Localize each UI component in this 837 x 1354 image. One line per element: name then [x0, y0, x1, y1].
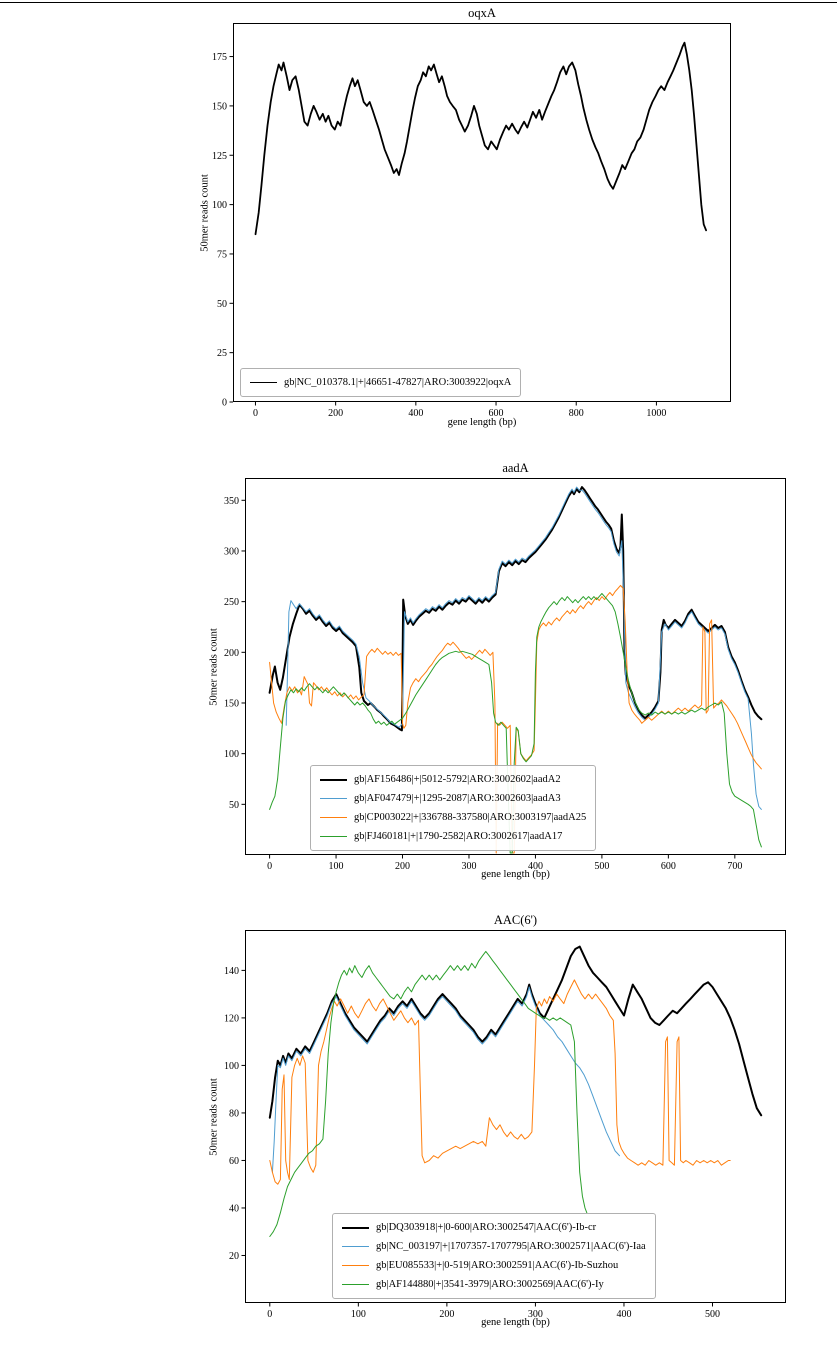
legend-label: gb|EU085533|+|0-519|ARO:3002591|AAC(6')-… [376, 1260, 619, 1271]
plot-frame [245, 478, 786, 855]
y-tick-label: 25 [217, 348, 227, 359]
legend-label: gb|AF047479|+|1295-2087|ARO:3002603|aadA… [354, 793, 561, 804]
x-tick-label: 200 [439, 1309, 454, 1320]
y-tick-label: 40 [229, 1203, 239, 1214]
x-tick-label: 600 [489, 408, 504, 419]
series-line-aadA3 [285, 486, 762, 810]
legend-label: gb|NC_003197|+|1707357-1707795|ARO:30025… [376, 1241, 646, 1252]
y-tick-label: 100 [212, 200, 227, 211]
legend-entry: gb|AF144880|+|3541-3979|ARO:3002569|AAC(… [342, 1275, 646, 1294]
legend-label: gb|CP003022|+|336788-337580|ARO:3003197|… [354, 812, 587, 823]
x-tick-label: 800 [569, 408, 584, 419]
legend-0: gb|NC_010378.1|+|46651-47827|ARO:3003922… [240, 368, 522, 397]
y-tick-label: 60 [229, 1156, 239, 1167]
y-axis-label-2: 50mer reads count [208, 628, 220, 706]
x-tick-label: 100 [329, 861, 344, 872]
series-line-aadA17 [269, 593, 762, 854]
series-line-oqxA [254, 41, 707, 236]
chart-title-oqxA: oqxA [468, 6, 496, 20]
x-axis-label-1: gene length (bp) [447, 417, 517, 428]
legend-entry: gb|AF047479|+|1295-2087|ARO:3002603|aadA… [320, 789, 586, 808]
y-tick-label: 150 [224, 698, 239, 709]
x-tick-label: 0 [267, 1309, 272, 1320]
x-axis-label-2: gene length (bp) [481, 869, 550, 880]
legend-line-sample [320, 817, 347, 818]
x-tick-label: 600 [661, 861, 676, 872]
series-line-AAC6-Iy [269, 950, 588, 1237]
legend-label: gb|AF156486|+|5012-5792|ARO:3002602|aadA… [354, 774, 561, 785]
series-line-AAC6-Ib-cr [268, 945, 763, 1119]
legend-1: gb|AF156486|+|5012-5792|ARO:3002602|aadA… [310, 765, 597, 851]
y-tick-label: 300 [224, 546, 239, 557]
x-tick-label: 300 [461, 861, 476, 872]
top-rule [0, 2, 837, 3]
series-line-aadA2 [268, 486, 763, 732]
y-tick-label: 20 [229, 1251, 239, 1262]
y-tick-label: 200 [224, 648, 239, 659]
series-line-AAC6-Ib-Suzhou [269, 979, 731, 1185]
x-tick-label: 200 [328, 408, 343, 419]
y-tick-label: 350 [224, 496, 239, 507]
y-tick-label: 100 [224, 1061, 239, 1072]
x-tick-label: 400 [616, 1309, 631, 1320]
y-tick-label: 50 [229, 800, 239, 811]
series-line-AAC6-Iaa [271, 986, 620, 1173]
legend-entry: gb|FJ460181|+|1790-2582|ARO:3002617|aadA… [320, 827, 586, 846]
plot-frame [245, 930, 786, 1303]
x-tick-label: 200 [395, 861, 410, 872]
legend-label: gb|DQ303918|+|0-600|ARO:3002547|AAC(6')-… [376, 1222, 597, 1233]
y-tick-label: 0 [222, 398, 227, 409]
legend-line-sample [320, 778, 347, 781]
plot-frame [233, 23, 731, 402]
y-tick-label: 50 [217, 299, 227, 310]
x-tick-label: 500 [705, 1309, 720, 1320]
x-tick-label: 1000 [646, 408, 666, 419]
legend-line-sample [250, 382, 277, 383]
x-tick-label: 300 [528, 1309, 543, 1320]
y-tick-label: 250 [224, 597, 239, 608]
y-tick-label: 175 [212, 52, 227, 63]
y-tick-label: 80 [229, 1108, 239, 1119]
legend-label: gb|AF144880|+|3541-3979|ARO:3002569|AAC(… [376, 1279, 604, 1290]
legend-2: gb|DQ303918|+|0-600|ARO:3002547|AAC(6')-… [332, 1213, 656, 1299]
y-tick-label: 120 [224, 1013, 239, 1024]
legend-line-sample [342, 1246, 369, 1247]
x-tick-label: 500 [594, 861, 609, 872]
legend-label: gb|NC_010378.1|+|46651-47827|ARO:3003922… [284, 377, 512, 388]
y-tick-label: 140 [224, 966, 239, 977]
legend-line-sample [320, 836, 347, 837]
chart-title-AAC6: AAC(6') [493, 913, 538, 927]
x-tick-label: 0 [253, 408, 258, 419]
legend-line-sample [342, 1284, 369, 1285]
legend-entry: gb|NC_003197|+|1707357-1707795|ARO:30025… [342, 1237, 646, 1256]
x-tick-label: 700 [727, 861, 742, 872]
legend-entry: gb|AF156486|+|5012-5792|ARO:3002602|aadA… [320, 770, 586, 789]
legend-entry: gb|EU085533|+|0-519|ARO:3002591|AAC(6')-… [342, 1256, 646, 1275]
x-axis-label-3: gene length (bp) [481, 1317, 550, 1328]
legend-line-sample [320, 798, 347, 799]
legend-line-sample [342, 1226, 369, 1229]
y-axis-label-1: 50mer reads count [199, 174, 211, 252]
legend-entry: gb|NC_010378.1|+|46651-47827|ARO:3003922… [250, 373, 511, 392]
x-tick-label: 100 [351, 1309, 366, 1320]
legend-entry: gb|DQ303918|+|0-600|ARO:3002547|AAC(6')-… [342, 1218, 646, 1237]
x-tick-label: 400 [408, 408, 423, 419]
legend-label: gb|FJ460181|+|1790-2582|ARO:3002617|aadA… [354, 831, 563, 842]
legend-line-sample [342, 1265, 369, 1266]
x-tick-label: 400 [528, 861, 543, 872]
y-tick-label: 100 [224, 749, 239, 760]
y-axis-label-3: 50mer reads count [208, 1078, 220, 1156]
chart-title-aadA: aadA [502, 461, 529, 475]
y-tick-label: 125 [212, 151, 227, 162]
legend-entry: gb|CP003022|+|336788-337580|ARO:3003197|… [320, 808, 586, 827]
x-tick-label: 0 [267, 861, 272, 872]
y-tick-label: 75 [217, 249, 227, 260]
y-tick-label: 150 [212, 101, 227, 112]
